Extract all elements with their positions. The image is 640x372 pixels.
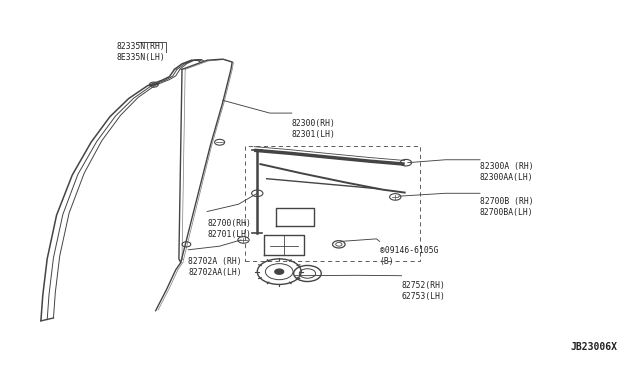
Text: 82335N(RH)
8E335N(LH): 82335N(RH) 8E335N(LH) [116, 42, 165, 62]
Text: ®09146-6105G
(B): ®09146-6105G (B) [380, 246, 438, 266]
Text: 82700(RH)
82701(LH): 82700(RH) 82701(LH) [207, 219, 251, 239]
Text: 82702A (RH)
82702AA(LH): 82702A (RH) 82702AA(LH) [188, 257, 242, 277]
Text: 82300A (RH)
82300AA(LH): 82300A (RH) 82300AA(LH) [480, 162, 534, 182]
Text: 82700B (RH)
82700BA(LH): 82700B (RH) 82700BA(LH) [480, 197, 534, 217]
Text: 82300(RH)
82301(LH): 82300(RH) 82301(LH) [292, 119, 335, 139]
Circle shape [275, 269, 284, 274]
Text: JB23006X: JB23006X [571, 342, 618, 352]
Text: 82752(RH)
62753(LH): 82752(RH) 62753(LH) [401, 281, 445, 301]
